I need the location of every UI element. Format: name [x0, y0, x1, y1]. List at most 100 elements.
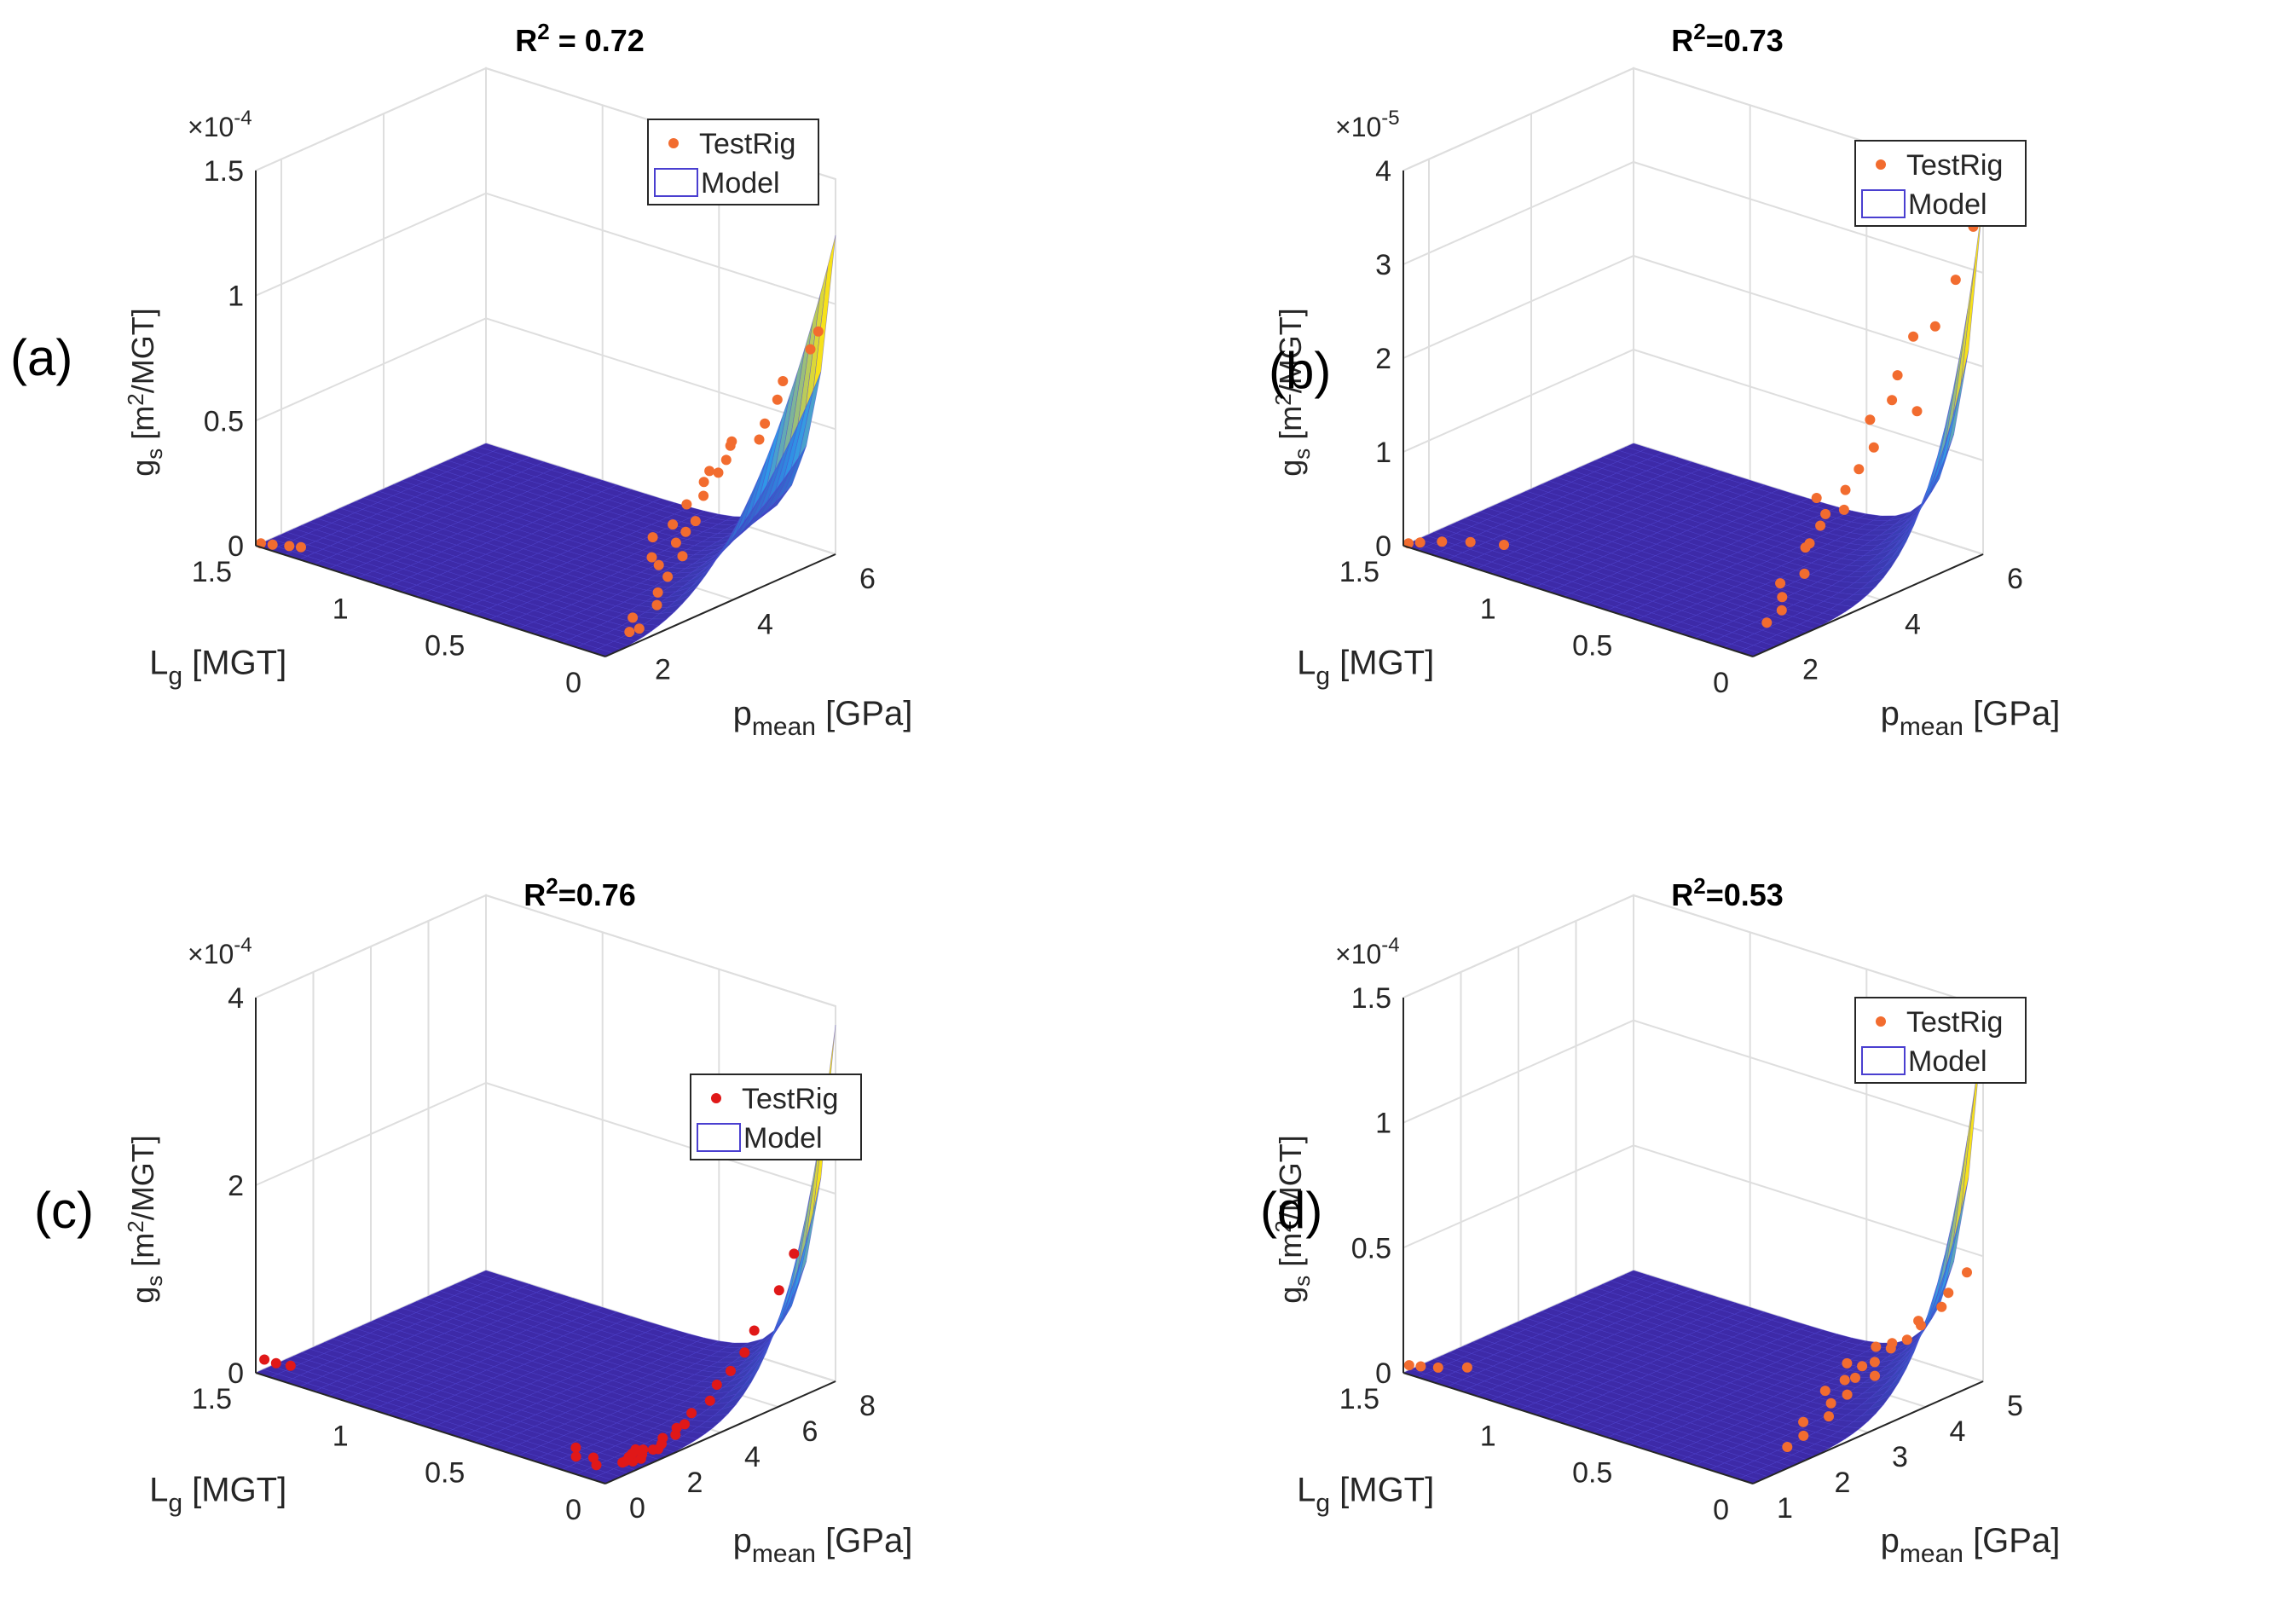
- testrig-point: [713, 467, 724, 478]
- testrig-point: [805, 344, 816, 355]
- testrig-point: [1437, 536, 1448, 547]
- x-tick-label: 1.5: [1339, 1383, 1379, 1415]
- y-tick-label: 2: [655, 654, 671, 686]
- y-tick-label: 8: [859, 1390, 876, 1422]
- testrig-point: [698, 477, 709, 488]
- testrig-point: [1857, 1361, 1868, 1372]
- y-tick-label: 6: [802, 1415, 818, 1448]
- z-tick-label: 1: [228, 281, 244, 313]
- testrig-point: [1820, 508, 1831, 519]
- x-axis-label: Lg [MGT]: [1297, 1471, 1434, 1517]
- testrig-point: [813, 326, 824, 337]
- testrig-point: [725, 440, 736, 451]
- testrig-point: [1887, 1338, 1898, 1349]
- testrig-point: [1950, 275, 1961, 286]
- z-tick-label: 2: [228, 1170, 244, 1202]
- model-surface: [255, 1024, 836, 1484]
- testrig-point: [680, 1419, 690, 1430]
- testrig-point: [1892, 370, 1903, 381]
- z-tick-label: 4: [228, 982, 244, 1015]
- x-tick-label: 0: [1713, 1494, 1729, 1526]
- testrig-point: [1777, 592, 1788, 603]
- y-tick-label: 6: [2007, 563, 2023, 595]
- y-tick-label: 2: [1835, 1467, 1851, 1499]
- legend-surface-swatch: [1861, 189, 1906, 218]
- exponent-label: ×10-5: [1335, 107, 1400, 142]
- z-tick-label: 0: [228, 530, 244, 563]
- x-axis-label: Lg [MGT]: [149, 1471, 286, 1517]
- testrig-point: [671, 1422, 682, 1433]
- testrig-point: [1761, 617, 1773, 628]
- x-tick-label: 1: [1480, 1420, 1496, 1452]
- testrig-point: [1798, 1416, 1809, 1427]
- x-tick-label: 1: [333, 1420, 349, 1452]
- testrig-point: [1799, 568, 1810, 579]
- exponent-label: ×10-4: [1335, 934, 1400, 969]
- testrig-point: [1461, 1362, 1472, 1373]
- testrig-point: [1465, 536, 1476, 547]
- testrig-point: [720, 454, 732, 466]
- testrig-point: [1499, 540, 1509, 550]
- testrig-point: [686, 1408, 697, 1419]
- legend: TestRig Model: [1854, 140, 2027, 227]
- z-tick-label: 0.5: [204, 405, 244, 437]
- panel-label: (c): [34, 1182, 94, 1239]
- x-tick-label: 0.5: [1572, 630, 1612, 663]
- testrig-point: [630, 1444, 641, 1455]
- testrig-point: [1782, 1442, 1793, 1452]
- testrig-point: [1936, 1301, 1947, 1312]
- testrig-point: [647, 1444, 658, 1455]
- testrig-point: [1815, 520, 1826, 531]
- testrig-point: [1804, 538, 1815, 549]
- model-surface: [1402, 197, 1984, 657]
- y-tick-label: 4: [1905, 608, 1921, 640]
- chart-panel-1: 0 0.5 1 1.5 2 4 6 0 1 2 3 4 ×10-5 R2=0.73 Lg [MGT] pmea…: [1270, 19, 2061, 741]
- legend-surface-swatch: [654, 168, 698, 197]
- testrig-point: [1929, 321, 1940, 332]
- legend-point-marker: [668, 138, 679, 148]
- testrig-point: [1868, 442, 1879, 453]
- y-axis-line: [1752, 1380, 1984, 1484]
- axes: 0 0.5 1 1.5 2 4 6 0 0.5 1 1.5: [192, 155, 876, 699]
- y-tick-label: 6: [859, 563, 876, 595]
- testrig-point: [773, 1285, 784, 1296]
- testrig-point: [1850, 1372, 1860, 1383]
- z-tick-label: 0: [1375, 530, 1391, 563]
- x-tick-label: 0.5: [1572, 1457, 1612, 1490]
- chart-panel-3: 0 0.5 1 1.5 1 2 3 4 5 0 0.5 1 1.5 ×10-4 R2=0.53 Lg [MGT…: [1270, 873, 2061, 1568]
- testrig-point: [1887, 395, 1898, 406]
- legend-point-marker: [1876, 1016, 1886, 1027]
- testrig-point: [1403, 1360, 1414, 1371]
- testrig-point: [646, 552, 657, 563]
- testrig-point: [662, 571, 674, 582]
- legend-label-model: Model: [701, 167, 780, 200]
- y-tick-label: 2: [687, 1467, 703, 1499]
- grid: [255, 894, 836, 1484]
- legend-label-model: Model: [1908, 1045, 1987, 1078]
- exponent-label: ×10-4: [188, 934, 252, 969]
- z-axis-label: gs [m2/MGT]: [123, 1135, 167, 1303]
- testrig-point: [1865, 414, 1876, 425]
- z-tick-label: 4: [1375, 155, 1391, 188]
- legend: TestRig Model: [1854, 997, 2027, 1084]
- testrig-point: [711, 1380, 722, 1390]
- x-tick-label: 1.5: [1339, 556, 1379, 588]
- testrig-point: [1825, 1398, 1836, 1409]
- testrig-point: [1414, 537, 1426, 548]
- y-axis-label: pmean [GPa]: [733, 695, 913, 741]
- y-tick-label: 4: [1950, 1415, 1966, 1448]
- testrig-point: [1913, 1316, 1924, 1327]
- y-axis-label: pmean [GPa]: [1881, 695, 2061, 741]
- testrig-point: [652, 587, 663, 598]
- y-tick-label: 1: [1777, 1492, 1793, 1525]
- z-tick-label: 0.5: [1351, 1232, 1391, 1264]
- testrig-point: [1840, 484, 1851, 495]
- legend-label-model: Model: [1908, 188, 1987, 221]
- y-axis-label: pmean [GPa]: [1881, 1522, 2061, 1568]
- z-axis-label: gs [m2/MGT]: [1270, 1135, 1315, 1303]
- panel-label: (a): [10, 329, 73, 386]
- testrig-point: [627, 612, 639, 623]
- panel-label: (b): [1269, 342, 1332, 399]
- testrig-point: [681, 499, 692, 510]
